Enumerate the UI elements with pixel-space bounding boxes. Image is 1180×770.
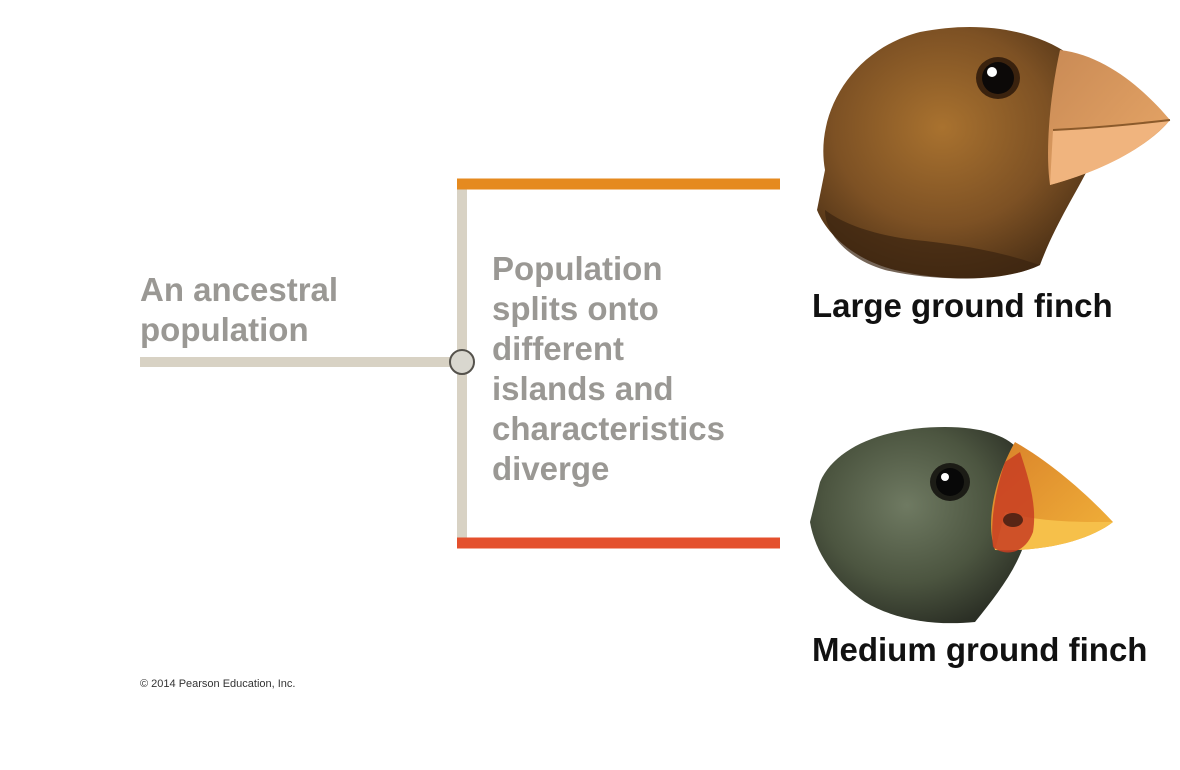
split-node <box>449 349 475 375</box>
medium-ground-finch-image <box>810 427 1113 624</box>
copyright-notice: © 2014 Pearson Education, Inc. <box>140 678 296 690</box>
population-split-label: Population splits onto different islands… <box>492 250 725 487</box>
large-ground-finch-image <box>817 26 1171 279</box>
medium-ground-finch-label: Medium ground finch <box>812 631 1148 668</box>
ancestral-population-label: An ancestral population <box>140 271 339 348</box>
large-ground-finch-label: Large ground finch <box>812 287 1113 324</box>
